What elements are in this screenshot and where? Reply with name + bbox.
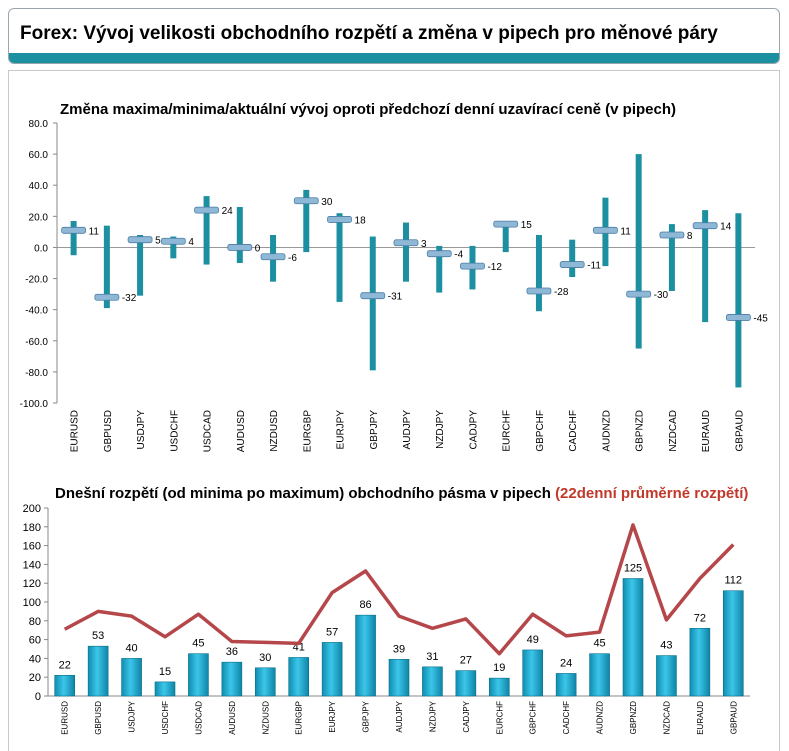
chart2-title: Dnešní rozpětí (od minima po maximum) ob… [55,485,748,502]
chart2-title-highlight: (22denní průměrné rozpětí) [555,485,749,502]
chart-panel [8,70,780,751]
header-box: Forex: Vývoj velikosti obchodního rozpět… [8,8,780,64]
chart1-title: Změna maxima/minima/aktuální vývoj oprot… [60,101,677,118]
chart2-title-main: Dnešní rozpětí (od minima po maximum) ob… [55,485,551,502]
page-title: Forex: Vývoj velikosti obchodního rozpět… [20,23,718,44]
header-accent-bar [9,53,779,63]
